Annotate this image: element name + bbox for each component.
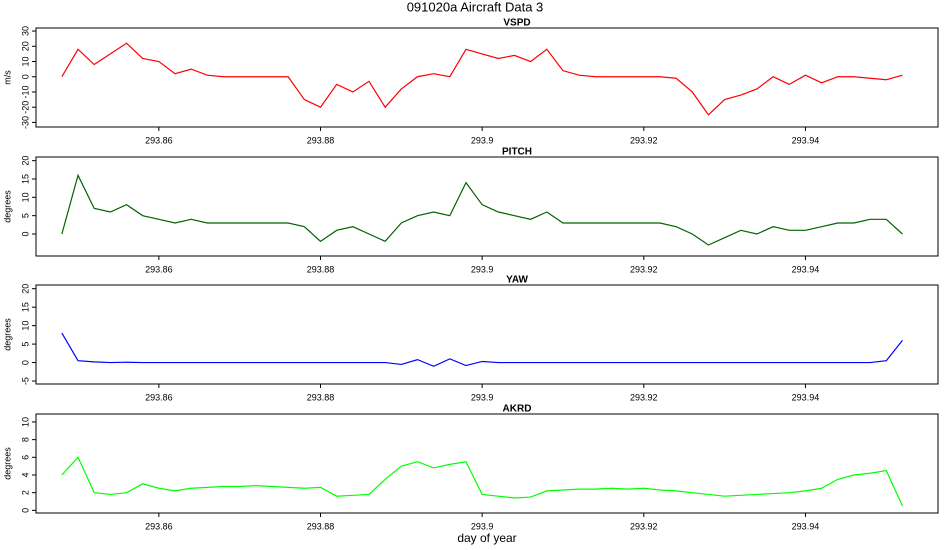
chart-title: 091020a Aircraft Data 3 (407, 0, 544, 14)
y-tick-label: 4 (20, 472, 30, 477)
y-tick-label: 5 (20, 342, 30, 347)
y-tick-label: 15 (20, 302, 30, 312)
y-tick-label: 30 (20, 26, 30, 36)
y-tick-label: 20 (20, 284, 30, 294)
y-tick-label: -5 (20, 377, 30, 385)
x-tick-label: 293.92 (630, 392, 658, 402)
x-tick-label: 293.88 (307, 264, 335, 274)
y-tick-label: 20 (20, 156, 30, 166)
x-tick-label: 293.9 (471, 521, 494, 531)
plot-frame (35, 284, 939, 385)
x-tick-label: 293.86 (145, 135, 173, 145)
y-tick-label: 10 (20, 321, 30, 331)
x-tick-label: 293.92 (630, 264, 658, 274)
panel-title: YAW (506, 275, 528, 286)
x-axis-label: day of year (457, 531, 516, 545)
x-tick-label: 293.92 (630, 521, 658, 531)
data-line (61, 42, 903, 116)
data-line (61, 332, 903, 367)
x-tick-label: 293.9 (471, 264, 494, 274)
y-tick-label: 15 (20, 174, 30, 184)
y-tick-label: -20 (20, 101, 30, 114)
y-tick-label: 0 (20, 508, 30, 513)
x-tick-label: 293.86 (145, 392, 173, 402)
data-line (61, 456, 903, 507)
y-tick-label: 8 (20, 437, 30, 442)
y-tick-label: 10 (20, 56, 30, 66)
x-tick-label: 293.94 (792, 521, 820, 531)
y-tick-label: 10 (20, 417, 30, 427)
y-tick-label: 20 (20, 41, 30, 51)
x-tick-label: 293.9 (471, 392, 494, 402)
panel-title: AKRD (503, 404, 532, 415)
y-tick-label: 5 (20, 213, 30, 218)
y-axis-label: degrees (2, 447, 12, 480)
y-axis-label: degrees (2, 318, 12, 351)
y-tick-label: 0 (20, 231, 30, 236)
x-tick-label: 293.88 (307, 392, 335, 402)
y-tick-label: -30 (20, 116, 30, 129)
x-tick-label: 293.9 (471, 135, 494, 145)
y-tick-label: -10 (20, 85, 30, 98)
x-tick-label: 293.88 (307, 135, 335, 145)
x-tick-label: 293.94 (792, 392, 820, 402)
x-tick-label: 293.92 (630, 135, 658, 145)
y-tick-label: 6 (20, 455, 30, 460)
y-tick-label: 0 (20, 74, 30, 79)
y-tick-label: 0 (20, 360, 30, 365)
x-tick-label: 293.86 (145, 264, 173, 274)
y-tick-label: 10 (20, 192, 30, 202)
x-tick-label: 293.86 (145, 521, 173, 531)
data-line (61, 173, 903, 246)
plot-frame (35, 27, 939, 128)
plot-frame (35, 156, 939, 257)
y-tick-label: 2 (20, 490, 30, 495)
x-tick-label: 293.94 (792, 264, 820, 274)
y-axis-label: m/s (2, 70, 12, 85)
panel-title: VSPD (503, 18, 530, 29)
x-tick-label: 293.88 (307, 521, 335, 531)
plot-frame (35, 413, 939, 514)
x-tick-label: 293.94 (792, 135, 820, 145)
panel-title: PITCH (502, 147, 532, 158)
y-axis-label: degrees (2, 190, 12, 223)
